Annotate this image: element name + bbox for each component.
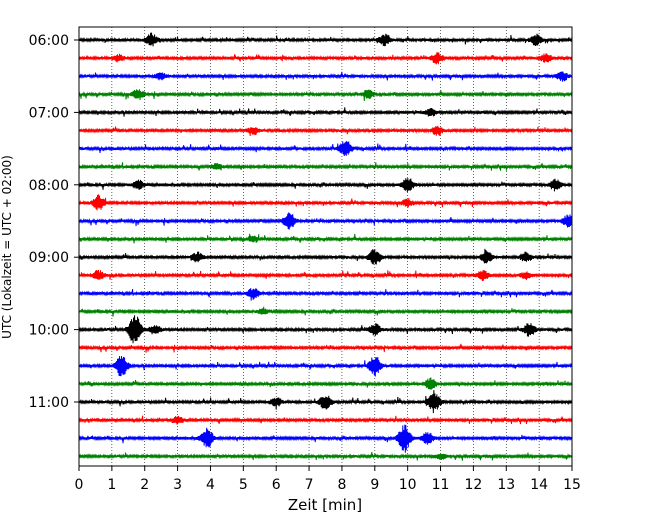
x-tick-label: 7 [305,477,314,493]
x-tick-label: 2 [140,477,149,493]
grid-lines [111,27,540,466]
trace-row-19 [78,377,573,390]
trace-row-14 [78,288,573,301]
x-axis-label: Zeit [min] [288,496,362,514]
trace-row-4 [78,107,573,117]
trace-row-18 [78,355,573,377]
trace-row-9 [78,194,573,211]
trace-row-21 [78,415,573,425]
x-tick-label: 11 [432,477,450,493]
trace-row-20 [78,390,573,414]
x-tick-label: 1 [107,477,116,493]
trace-row-13 [78,270,573,281]
y-tick-label: 06:00 [29,33,69,49]
trace-row-5 [78,125,573,137]
trace-row-23 [78,451,573,461]
trace-row-7 [78,162,573,171]
x-tick-label: 12 [464,477,482,493]
trace-row-6 [78,140,573,157]
trace-row-3 [78,89,573,102]
trace-row-16 [78,315,573,344]
y-tick-label: 08:00 [29,178,69,194]
x-tick-label: 14 [530,477,548,493]
x-tick-label: 9 [370,477,379,493]
x-tick-label: 4 [206,477,215,493]
trace-row-0 [78,32,573,47]
trace-row-8 [78,178,573,193]
x-tick-label: 6 [272,477,281,493]
x-tick-label: 13 [497,477,515,493]
x-tick-label: 0 [75,477,84,493]
x-axis: 0 1 2 3 4 5 6 7 8 9 10 11 12 13 14 15 [75,466,581,493]
trace-row-10 [78,212,573,230]
x-tick-label: 10 [399,477,417,493]
trace-row-2 [78,71,573,82]
y-axis: 06:00 07:00 08:00 09:00 10:00 11:00 [29,33,79,411]
y-tick-label: 09:00 [29,250,69,266]
trace-row-15 [78,306,573,317]
x-tick-label: 5 [239,477,248,493]
y-axis-label: UTC (Lokalzeit = UTC + 02:00) [0,155,14,339]
traces [78,32,573,461]
x-tick-label: 3 [173,477,182,493]
y-tick-label: 10:00 [29,323,69,339]
x-tick-label: 15 [563,477,581,493]
y-tick-label: 07:00 [29,105,69,121]
x-tick-label: 8 [337,477,346,493]
plot-frame [78,26,573,467]
y-tick-label: 11:00 [29,395,69,411]
trace-row-1 [78,52,573,65]
trace-row-12 [78,248,573,265]
trace-row-17 [78,343,573,353]
trace-row-22 [78,424,573,453]
trace-row-11 [78,233,573,244]
